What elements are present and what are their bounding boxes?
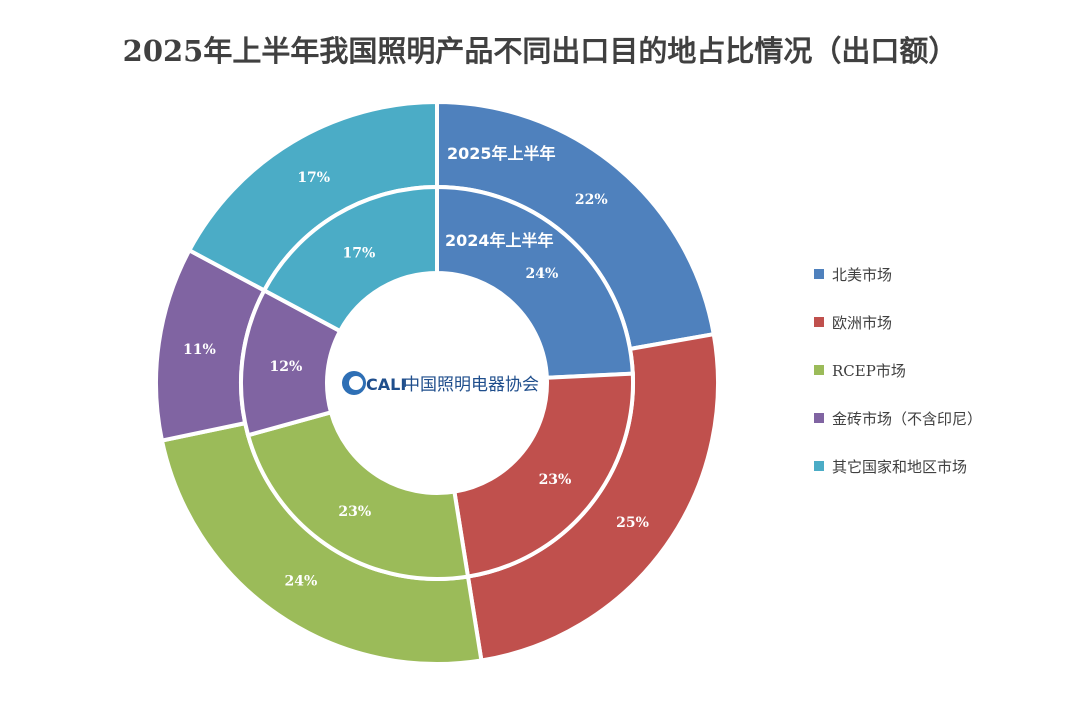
inner-slice-label-3: 12%: [270, 359, 303, 375]
legend-swatch: [814, 365, 824, 375]
series-label-2024: 2024年上半年: [445, 231, 554, 250]
series-label-2025: 2025年上半年: [447, 144, 556, 163]
inner-slice-label-0: 24%: [525, 266, 558, 282]
inner-slice-label-4: 17%: [343, 246, 376, 262]
legend-swatch: [814, 317, 824, 327]
inner-slice-label-2: 23%: [338, 504, 371, 520]
outer-slice-label-4: 17%: [297, 170, 330, 186]
inner-ring-2024: [239, 184, 635, 581]
legend-label: 金砖市场（不含印尼）: [832, 409, 983, 428]
inner-slice-2: [245, 409, 471, 581]
inner-slice-1: [452, 371, 635, 579]
inner-slice-4: [261, 184, 439, 334]
logo-mark: CALI: [366, 375, 406, 394]
legend-label: 北美市场: [832, 265, 893, 284]
inner-slice-label-1: 23%: [539, 472, 572, 488]
legend-label: RCEP市场: [832, 361, 906, 380]
outer-slice-label-0: 22%: [575, 192, 608, 208]
slice-labels: 22% 25% 24% 11% 17% 24% 23% 23% 12% 17%: [183, 170, 649, 590]
legend-swatch: [814, 461, 824, 471]
legend-item-0: 北美市场: [814, 262, 982, 286]
logo-text: 中国照明电器协会: [403, 375, 539, 395]
logo-ring-inner: [349, 376, 363, 390]
legend-item-3: 金砖市场（不含印尼）: [814, 406, 982, 430]
outer-slice-label-1: 25%: [616, 515, 649, 531]
legend-item-2: RCEP市场: [814, 358, 982, 382]
chart-legend: 北美市场欧洲市场 RCEP市场金砖市场（不含印尼） 其它国家和地区市场: [814, 262, 982, 502]
legend-label: 欧洲市场: [832, 313, 893, 332]
inner-slice-0: [435, 184, 635, 380]
legend-item-4: 其它国家和地区市场: [814, 454, 982, 478]
chart-title: 2025年上半年我国照明产品不同出口目的地占比情况（出口额）: [122, 34, 958, 68]
legend-item-1: 欧洲市场: [814, 310, 982, 334]
legend-swatch: [814, 269, 824, 279]
legend-swatch: [814, 413, 824, 423]
legend-label: 其它国家和地区市场: [832, 457, 968, 476]
outer-slice-label-2: 24%: [285, 574, 318, 590]
outer-slice-label-3: 11%: [183, 342, 216, 358]
association-logo: CALI 中国照明电器协会: [342, 371, 539, 395]
